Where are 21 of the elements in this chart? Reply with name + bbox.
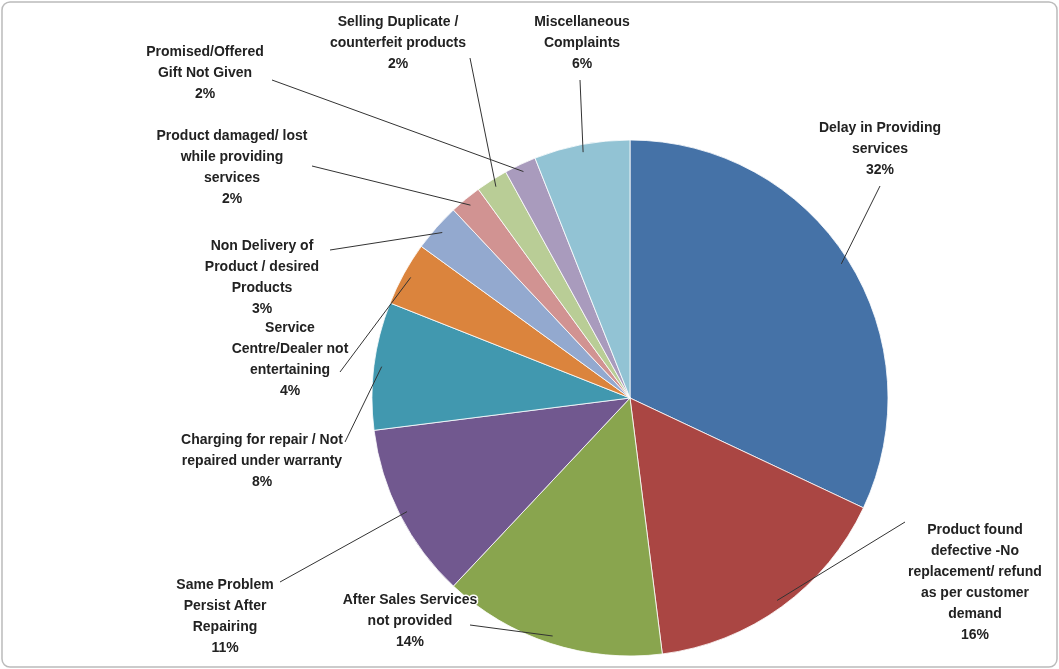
slice-label: Charging for repair / Not repaired under warranty <box>181 431 344 468</box>
data-label: 3% <box>251 300 273 316</box>
slice-label: Product found defective -No replacement/ refund as per customer demand <box>908 521 1042 621</box>
data-label: 2% <box>221 190 243 206</box>
slice-label: Miscellaneous Complaints <box>534 13 631 50</box>
data-label: 2% <box>194 85 216 101</box>
slice-label: Service Centre/Dealer not entertaining <box>231 319 349 377</box>
data-label: 8% <box>251 473 273 489</box>
slice-label: Delay in Providing services <box>818 119 942 156</box>
slice-label: Non Delivery of Product / desired Products <box>204 237 320 295</box>
data-label: 14% <box>395 633 425 649</box>
data-label: 6% <box>571 55 593 71</box>
slice-label: Same Problem Persist After Repairing <box>176 576 274 634</box>
data-label: 32% <box>865 161 895 177</box>
data-label: 16% <box>960 626 990 642</box>
slice-label: Promised/Offered Gift Not Given <box>146 43 264 80</box>
data-label: 4% <box>279 382 301 398</box>
data-label: 11% <box>211 639 240 655</box>
slice-label: Product damaged/ lost while providing services <box>156 127 308 185</box>
slice-label: Selling Duplicate / counterfeit products <box>329 13 467 50</box>
data-label: 2% <box>387 55 409 71</box>
